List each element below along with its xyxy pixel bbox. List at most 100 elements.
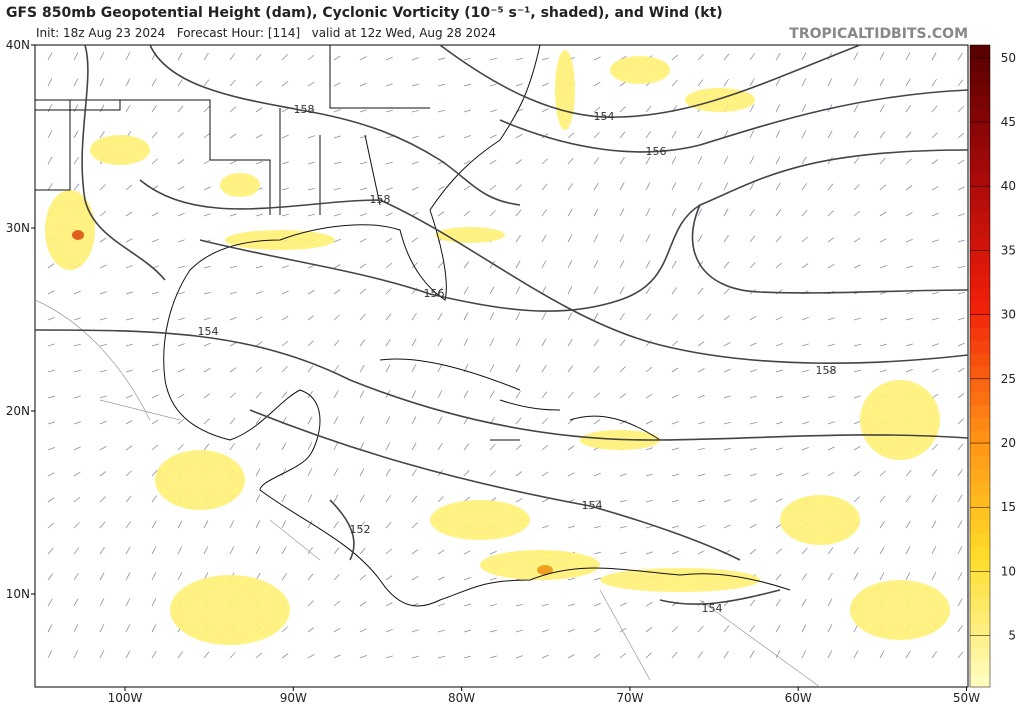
wind-barb [645,652,652,659]
wind-barb [307,161,315,165]
wind-barb [385,575,393,581]
wind-barb [125,78,131,87]
contour-labels: 158 154 156 158 156 154 158 154 152 154 [198,103,837,615]
wind-barb [125,317,133,321]
wind-barb [47,290,55,295]
wind-barb [99,598,105,607]
wind-barb [827,421,835,425]
wind-barb [411,575,419,581]
wind-barb [281,315,289,321]
wind-barb [853,237,861,243]
wind-barb [385,628,393,633]
wind-barb [619,339,626,347]
wind-barb [853,445,861,451]
wind-barb [853,104,859,113]
wind-barb [307,340,314,347]
wind-barb [749,624,755,633]
wind-barb [463,469,470,477]
wind-barb [879,317,887,321]
vorticity-area [850,580,950,640]
wind-barb [541,498,549,503]
wind-barb [125,184,133,191]
wind-barb [801,624,807,633]
wind-barb [99,572,105,581]
wind-barb [463,210,471,217]
wind-barb [99,264,107,269]
wind-barb [853,317,861,321]
lon-label: 60W [785,691,812,705]
wind-barb [905,185,913,191]
wind-barb [697,287,704,295]
wind-barb [437,655,445,659]
wind-barb [177,239,185,243]
wind-barb [749,395,757,399]
wind-barb [125,521,132,529]
wind-barb [99,471,107,477]
wind-barb [671,287,678,295]
wind-barb [177,368,185,373]
wind-barb [47,547,54,555]
wind-barb [931,132,938,139]
wind-barb [203,651,210,659]
wind-barb [515,338,521,347]
title: GFS 850mb Geopotential Height (dam), Cyc… [6,5,723,21]
wind-barb [333,135,341,139]
wind-barb [307,546,313,555]
wind-barb [47,369,55,373]
wind-barb [99,210,107,217]
wind-barb [749,342,757,347]
wind-barb [801,598,807,607]
wind-barb [151,158,158,165]
wind-barb [749,473,757,477]
wind-barb [567,418,575,425]
wind-barb [957,317,965,321]
wind-barb [411,83,419,87]
wind-barb [73,369,81,373]
colorbar-segment [970,147,990,162]
wind-barb [957,418,964,425]
wind-barb [879,184,887,191]
wind-barb [697,54,704,61]
wind-barb [229,133,237,139]
wind-barb [827,343,835,347]
wind-barb [567,260,573,269]
wind-barb [853,546,859,555]
wind-barb [73,650,79,659]
wind-barb [593,234,599,243]
wind-barb [515,133,523,139]
wind-barb [671,499,679,503]
wind-barb [203,418,210,425]
wind-barb [723,261,730,269]
wind-barb [541,57,549,61]
wind-barb [255,160,263,165]
wind-barb [385,135,393,139]
wind-barb [593,653,601,659]
wind-barb [229,265,237,269]
wind-barb [775,624,781,633]
wind-barb [957,598,963,607]
wind-barb [99,420,107,425]
colorbar-tick-label: 10 [1001,564,1016,578]
wind-barb [151,572,157,581]
wind-barb [489,210,496,217]
wind-barb [645,393,653,399]
colorbar-segment [970,571,990,585]
coastline [163,44,791,607]
wind-barb [801,104,807,113]
wind-barb [723,315,731,321]
contour-label: 156 [646,145,667,158]
wind-barb [99,624,105,633]
wind-barb [47,395,55,399]
wind-barb [567,577,575,581]
wind-barb [749,53,756,61]
wind-barb [177,291,185,295]
colorbar-segment [970,96,990,110]
lat-label: 20N [6,404,30,418]
height-contours [34,44,969,605]
wind-barb [47,497,55,503]
wind-barb [879,521,886,529]
wind-barb [333,520,339,529]
wind-barb [229,213,237,217]
wind-barb [385,521,392,529]
wind-barb [593,81,601,87]
